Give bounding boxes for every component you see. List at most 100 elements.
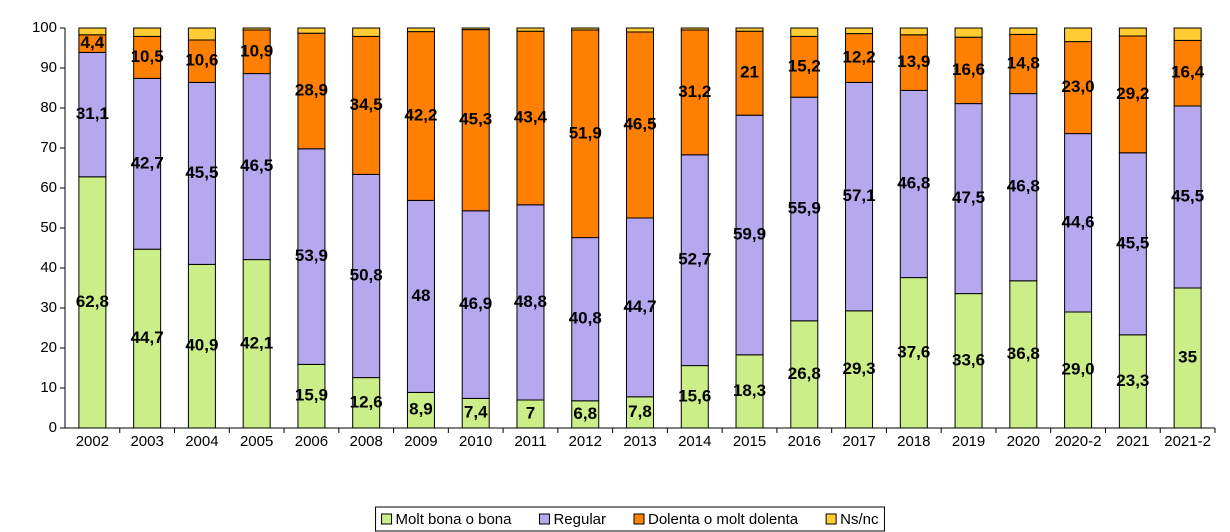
x-tick-label: 2015 xyxy=(733,433,766,450)
value-label: 31,2 xyxy=(678,82,711,101)
value-label: 16,6 xyxy=(952,60,985,79)
value-label: 43,4 xyxy=(514,107,548,126)
value-label: 46,9 xyxy=(459,294,492,313)
bar-segment xyxy=(626,217,654,398)
y-tick-label: 100 xyxy=(32,19,57,36)
legend-swatch xyxy=(381,513,393,525)
bar-segment xyxy=(1009,280,1038,429)
value-label: 44,6 xyxy=(1062,212,1095,231)
value-label: 29,0 xyxy=(1062,359,1095,378)
bar-segment xyxy=(516,204,545,401)
y-tick-label: 50 xyxy=(40,219,57,236)
bar-segment xyxy=(1064,27,1093,43)
bar-segment xyxy=(899,89,928,279)
x-tick-label: 2012 xyxy=(569,433,602,450)
bar-segment xyxy=(187,39,216,83)
y-tick-label: 80 xyxy=(40,99,57,116)
bar-segment xyxy=(1173,287,1202,429)
value-label: 15,6 xyxy=(678,386,711,405)
x-tick-label: 2016 xyxy=(788,433,821,450)
x-tick-label: 2021-2 xyxy=(1164,433,1211,450)
value-label: 23,3 xyxy=(1116,371,1149,390)
value-label: 46,8 xyxy=(897,173,930,192)
value-label: 12,6 xyxy=(350,392,383,411)
value-label: 48 xyxy=(411,286,430,305)
value-label: 4,4 xyxy=(81,33,105,52)
value-label: 52,7 xyxy=(678,250,711,269)
bar-segment xyxy=(406,27,435,33)
x-tick-label: 2009 xyxy=(404,433,437,450)
bar-segment xyxy=(133,35,162,79)
bar-segment xyxy=(297,27,326,34)
bar-segment xyxy=(899,27,928,36)
bar-segment xyxy=(790,27,819,37)
bar-segment xyxy=(735,354,764,429)
value-label: 62,8 xyxy=(76,292,109,311)
bar-segment xyxy=(954,103,983,295)
value-label: 33,6 xyxy=(952,350,985,369)
x-tick-label: 2006 xyxy=(295,433,328,450)
bar-segment xyxy=(461,29,490,212)
legend-label: Regular xyxy=(553,511,606,528)
x-tick-label: 2014 xyxy=(678,433,711,450)
value-label: 42,7 xyxy=(131,153,164,172)
y-tick-label: 90 xyxy=(40,59,57,76)
value-label: 46,5 xyxy=(240,156,273,175)
bar-segment xyxy=(187,27,216,41)
bar-segment xyxy=(242,29,271,75)
value-label: 55,9 xyxy=(788,198,821,217)
y-tick-label: 20 xyxy=(40,339,57,356)
value-label: 7 xyxy=(526,403,535,422)
value-label: 46,5 xyxy=(623,114,656,133)
bar-segment xyxy=(516,27,545,32)
bar-segment xyxy=(1064,41,1093,135)
value-label: 16,4 xyxy=(1171,63,1205,82)
x-tick-label: 2003 xyxy=(130,433,163,450)
legend-label: Ns/nc xyxy=(840,511,879,528)
bar-segment xyxy=(571,27,600,31)
bar-segment xyxy=(1009,33,1038,95)
bar-segment xyxy=(845,310,874,429)
value-label: 10,5 xyxy=(131,47,164,66)
value-label: 34,5 xyxy=(350,95,383,114)
bar-segment xyxy=(78,176,107,429)
value-label: 23,0 xyxy=(1062,77,1095,96)
bar-segment xyxy=(242,73,271,261)
value-label: 47,5 xyxy=(952,188,985,207)
value-label: 44,7 xyxy=(623,297,656,316)
bar-segment xyxy=(790,96,819,322)
value-label: 21 xyxy=(740,63,759,82)
bar-segment xyxy=(680,27,709,31)
value-label: 53,9 xyxy=(295,246,328,265)
value-label: 36,8 xyxy=(1007,344,1040,363)
bar-segment xyxy=(735,27,764,32)
bar-segment xyxy=(406,31,435,201)
bar-segment xyxy=(78,27,107,36)
y-tick-label: 10 xyxy=(40,379,57,396)
value-label: 29,2 xyxy=(1116,84,1149,103)
bar-segment xyxy=(1118,27,1147,37)
bar-segment xyxy=(954,36,983,105)
x-tick-label: 2008 xyxy=(350,433,383,450)
value-label: 40,8 xyxy=(569,309,602,328)
bar-segment xyxy=(1173,39,1202,107)
x-tick-label: 2020 xyxy=(1007,433,1040,450)
x-tick-label: 2020-2 xyxy=(1055,433,1102,450)
bar-segment xyxy=(735,30,764,116)
value-label: 14,8 xyxy=(1007,53,1040,72)
bar-segment xyxy=(406,391,435,429)
x-tick-label: 2017 xyxy=(842,433,875,450)
value-label: 6,8 xyxy=(573,404,597,423)
value-label: 44,7 xyxy=(131,328,164,347)
value-label: 42,2 xyxy=(404,105,437,124)
bar-segment xyxy=(1009,27,1038,35)
bar-segment xyxy=(1173,27,1202,41)
bar-segment xyxy=(845,33,874,83)
bar-segment xyxy=(571,29,600,239)
bar-segment xyxy=(954,293,983,429)
x-tick-label: 2002 xyxy=(76,433,109,450)
legend-label: Molt bona o bona xyxy=(396,511,513,528)
x-tick-label: 2013 xyxy=(623,433,656,450)
bar-segment xyxy=(626,27,654,33)
